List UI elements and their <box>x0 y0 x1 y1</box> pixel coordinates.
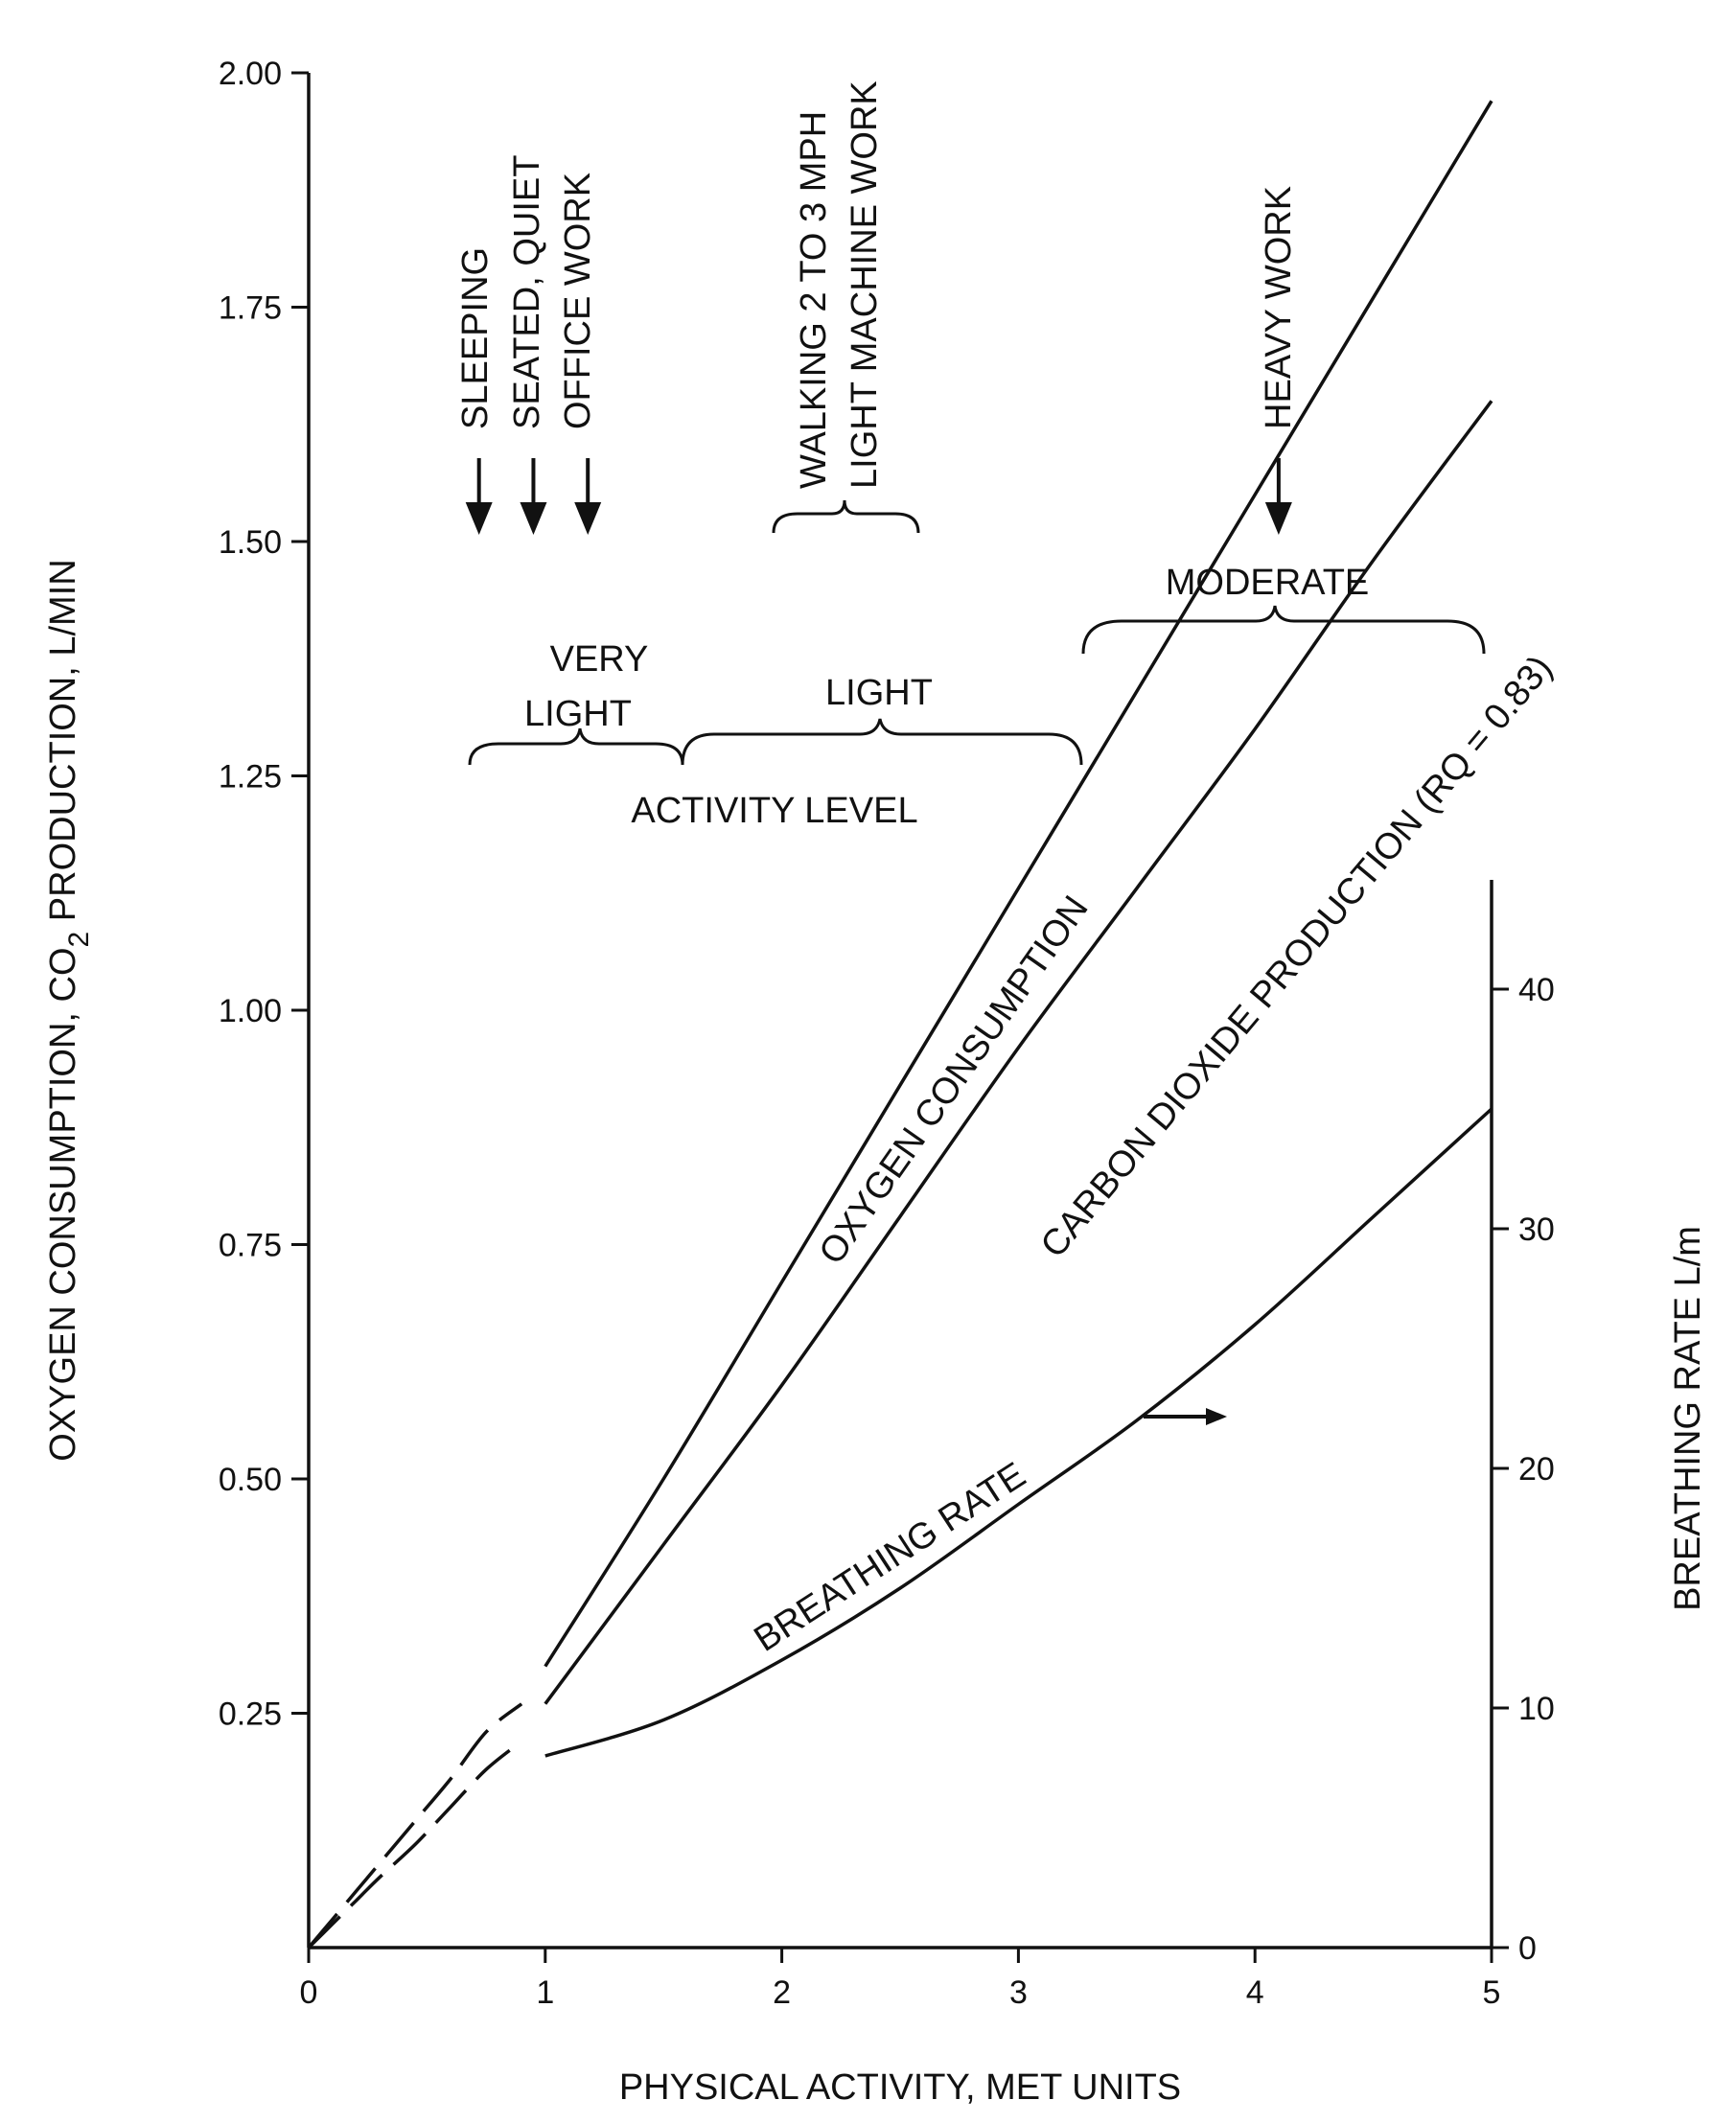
y-tick-label: 0.50 <box>219 1462 282 1498</box>
breathing-rate-label: BREATHING RATE <box>747 1455 1032 1660</box>
very-light-brace <box>468 727 684 766</box>
oxygen-consumption-line-dashed <box>307 1702 523 1950</box>
very-light-label-line2: LIGHT <box>524 694 632 734</box>
y2-tick-label: 30 <box>1518 1211 1555 1248</box>
x-tick-label: 3 <box>1009 1974 1028 2011</box>
x-tick-label: 4 <box>1246 1974 1264 2011</box>
x-tick-label: 1 <box>536 1974 554 2011</box>
activity-arrow-group <box>465 458 1292 535</box>
walking-label-line2: LIGHT MACHINE WORK <box>845 81 885 489</box>
y-tick-label: 1.00 <box>219 993 282 1029</box>
tick-group: 0 1 2 3 4 5 0.25 0.50 0.75 1.00 1.25 1.50 1.75 2.00 0 1… <box>219 56 1555 2011</box>
y-tick-label: 0.25 <box>219 1696 282 1733</box>
y2-tick-label: 0 <box>1518 1930 1537 1967</box>
x-axis-title: PHYSICAL ACTIVITY, MET UNITS <box>619 2067 1181 2108</box>
breathing-rate-line <box>544 1107 1493 1758</box>
activity-label-sleeping: SLEEPING <box>455 247 496 429</box>
walking-label-line1: WALKING 2 TO 3 MPH <box>794 111 834 489</box>
activity-arrow-head <box>574 502 602 535</box>
co2-production-line <box>544 400 1493 1705</box>
y-axis-title-part2: PRODUCTION, L/MIN <box>43 559 83 931</box>
activity-arrow-head <box>1264 502 1292 535</box>
y-tick-label: 0.75 <box>219 1228 282 1264</box>
x-tick-label: 2 <box>773 1974 791 2011</box>
activity-label-heavy-work: HEAVY WORK <box>1259 186 1299 429</box>
y2-tick-label: 10 <box>1518 1691 1555 1727</box>
activity-arrow-head <box>465 502 493 535</box>
breathing-rate-arrow <box>1144 1408 1227 1425</box>
light-brace <box>681 718 1083 766</box>
activity-label-seated-quiet: SEATED, QUIET <box>507 155 547 429</box>
x-tick-label: 0 <box>300 1974 318 2011</box>
moderate-brace <box>1081 605 1486 655</box>
curve-group <box>307 100 1493 1950</box>
activity-label-office-work: OFFICE WORK <box>558 173 598 429</box>
y-axis-title-part1: OXYGEN CONSUMPTION, CO <box>43 947 83 1461</box>
walking-brace <box>772 499 920 534</box>
co2-production-label: CARBON DIOXIDE PRODUCTION (RQ = 0.83) <box>1033 648 1561 1265</box>
y2-tick-label: 40 <box>1518 972 1555 1008</box>
x-tick-label: 5 <box>1483 1974 1501 2011</box>
oxygen-consumption-line <box>544 100 1493 1668</box>
y-axis-title-subscript: 2 <box>63 932 95 948</box>
y-axis-title: OXYGEN CONSUMPTION, CO2 PRODUCTION, L/MI… <box>43 559 95 1461</box>
right-axis-title: BREATHING RATE L/m <box>1668 1226 1708 1611</box>
co2-production-line-dashed <box>307 1740 523 1950</box>
y-tick-label: 1.75 <box>219 290 282 327</box>
moderate-label: MODERATE <box>1166 563 1370 603</box>
y-tick-label: 2.00 <box>219 56 282 92</box>
y2-tick-label: 20 <box>1518 1451 1555 1488</box>
very-light-label-line1: VERY <box>550 639 649 680</box>
y-tick-label: 1.50 <box>219 524 282 561</box>
light-label: LIGHT <box>825 673 933 713</box>
y-tick-label: 1.25 <box>219 759 282 796</box>
activity-level-label: ACTIVITY LEVEL <box>631 791 917 831</box>
activity-arrow-head <box>520 502 547 535</box>
